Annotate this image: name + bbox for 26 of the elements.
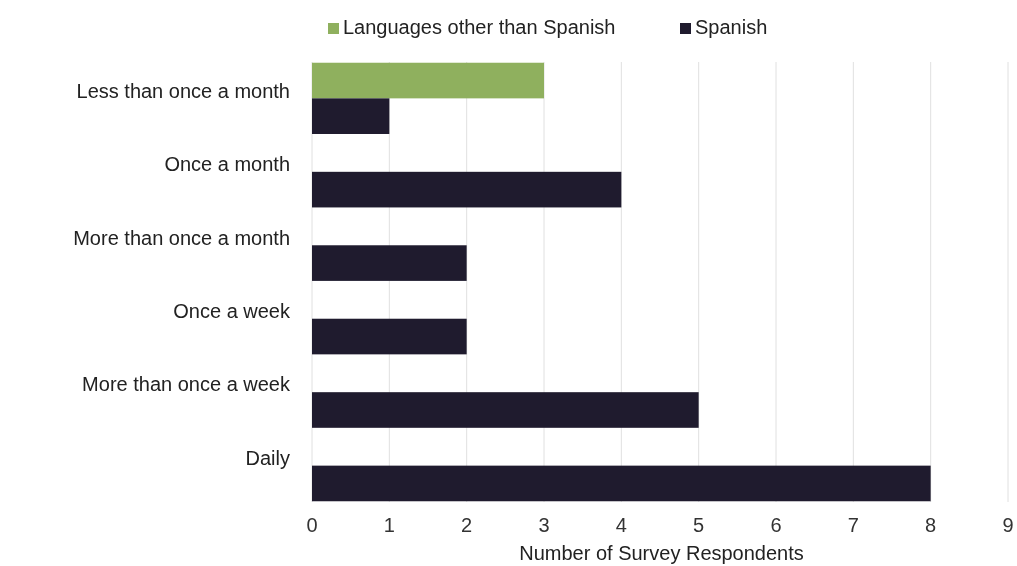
y-tick-label: More than once a week xyxy=(82,373,291,396)
bar xyxy=(312,392,699,428)
bar xyxy=(312,465,931,502)
x-tick-label: 6 xyxy=(770,514,782,536)
y-tick-label: Daily xyxy=(245,446,290,469)
bar xyxy=(312,318,467,355)
bar xyxy=(312,171,622,208)
y-tick-label: Once a week xyxy=(173,300,291,323)
x-tick-label: 2 xyxy=(461,514,473,536)
x-tick-label: 9 xyxy=(1002,514,1014,536)
legend-label: Spanish xyxy=(695,16,768,39)
x-tick-label: 0 xyxy=(306,514,318,536)
y-tick-label: More than once a month xyxy=(73,226,290,249)
bar xyxy=(312,245,467,281)
x-tick-label: 5 xyxy=(693,514,705,536)
x-axis-title: Number of Survey Respondents xyxy=(519,542,804,564)
legend-label: Languages other than Spanish xyxy=(343,16,616,39)
bar xyxy=(312,62,544,99)
x-tick-label: 3 xyxy=(538,514,550,536)
x-tick-label: 4 xyxy=(615,514,627,536)
x-tick-label: 8 xyxy=(925,514,937,536)
x-tick-label: 7 xyxy=(847,514,859,536)
x-tick-label: 1 xyxy=(383,514,395,536)
y-tick-label: Less than once a month xyxy=(76,79,290,102)
y-tick-label: Once a month xyxy=(164,153,290,176)
bar xyxy=(312,98,390,134)
